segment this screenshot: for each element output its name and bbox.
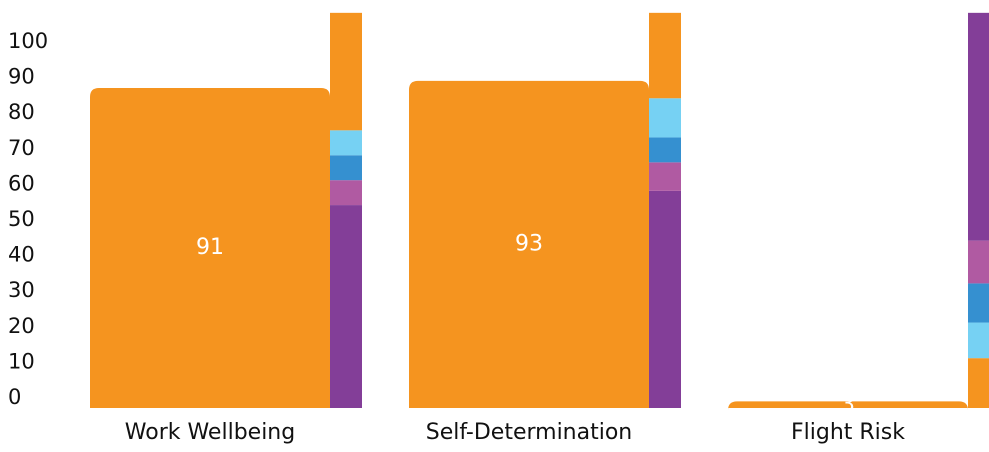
strip-segment <box>968 358 989 408</box>
strip-segment <box>330 205 362 408</box>
bar <box>90 88 330 408</box>
y-axis: 0 10 20 30 40 50 60 70 80 90 100 <box>8 29 48 409</box>
category-label: Self-Determination <box>426 420 633 445</box>
strip-segment <box>968 283 989 323</box>
strip-segment <box>649 162 681 191</box>
strip-segment <box>968 322 989 359</box>
y-tick-label: 40 <box>8 243 35 267</box>
strip-segment <box>330 12 362 131</box>
strip-segment <box>649 12 681 99</box>
bar <box>728 401 968 411</box>
y-tick-label: 80 <box>8 100 35 124</box>
y-tick-label: 10 <box>8 349 35 373</box>
y-tick-label: 90 <box>8 65 35 89</box>
category-label: Flight Risk <box>791 420 905 445</box>
strip-segment <box>649 137 681 163</box>
strip-segment <box>330 180 362 206</box>
category-label: Work Wellbeing <box>125 420 295 445</box>
bar-value-label: 3 <box>841 393 855 418</box>
y-tick-label: 100 <box>8 29 48 53</box>
x-axis: Work Wellbeing Self-Determination Flight R… <box>125 420 905 445</box>
bar-value-label: 91 <box>196 235 224 260</box>
bar-value-label: 93 <box>515 231 543 256</box>
strip-segment <box>649 190 681 408</box>
strip-segment <box>968 240 989 284</box>
y-tick-label: 30 <box>8 278 35 302</box>
strip-segment <box>330 155 362 181</box>
strip-segment <box>330 130 362 156</box>
distribution-strips <box>330 12 989 408</box>
y-tick-label: 60 <box>8 171 35 195</box>
y-tick-label: 0 <box>8 385 21 409</box>
y-tick-label: 20 <box>8 314 35 338</box>
strip-segment <box>968 12 989 241</box>
bars: 91 93 3 <box>90 80 968 418</box>
bar <box>409 80 649 409</box>
strip-segment <box>649 98 681 138</box>
y-tick-label: 70 <box>8 136 35 160</box>
y-tick-label: 50 <box>8 207 35 231</box>
